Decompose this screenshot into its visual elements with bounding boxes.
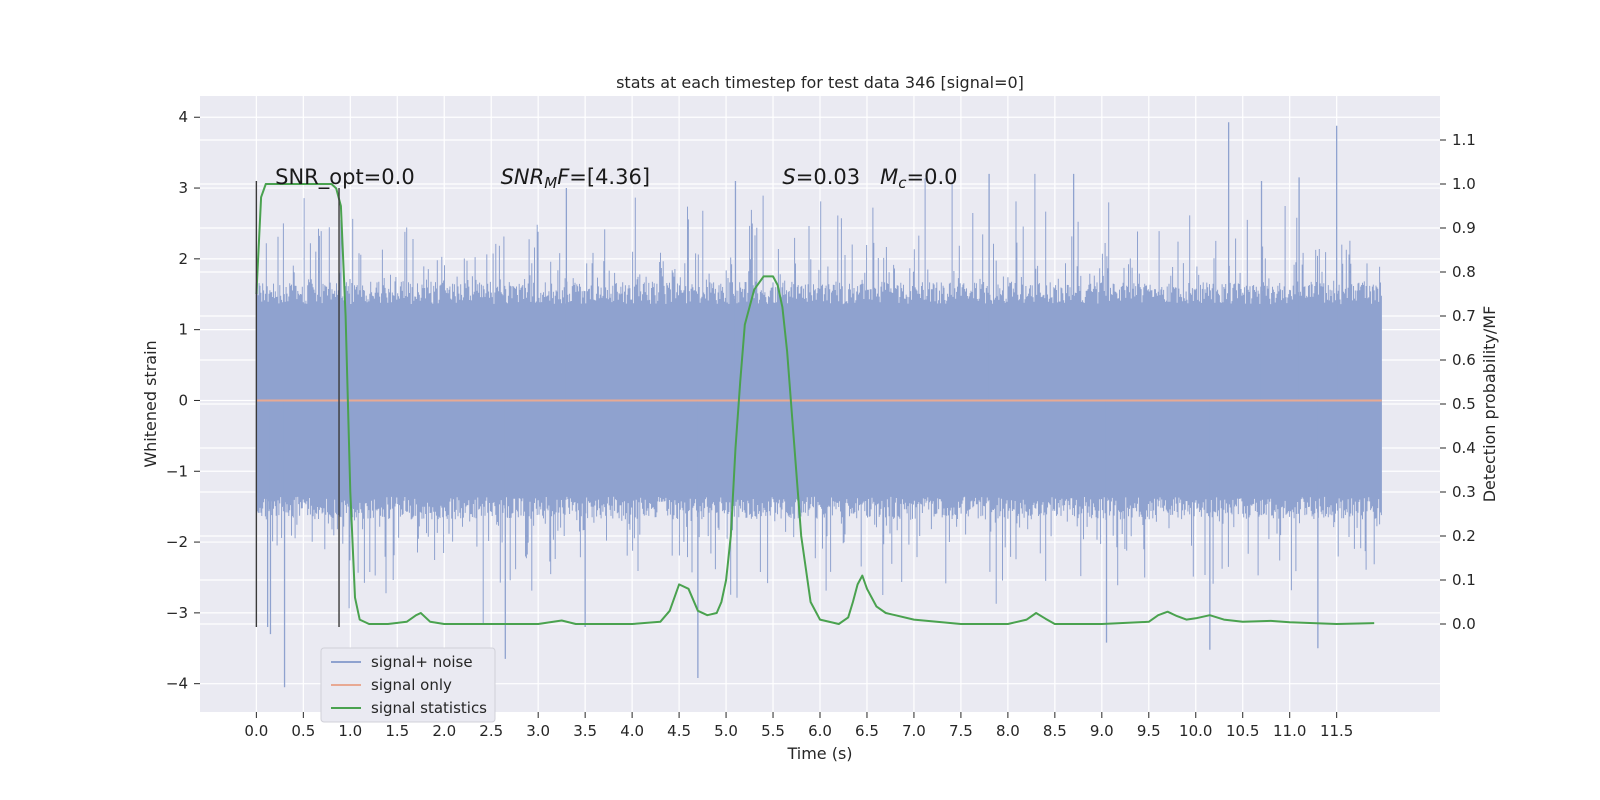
x-tick-label: 6.0 bbox=[808, 722, 832, 740]
x-tick-label: 10.5 bbox=[1226, 722, 1259, 740]
y-axis-right-label: Detection probability/MF bbox=[1480, 306, 1499, 503]
x-tick-label: 0.5 bbox=[291, 722, 315, 740]
y-right-tick-label: 0.2 bbox=[1452, 527, 1476, 545]
y-left-tick-label: 4 bbox=[178, 108, 188, 126]
y-left-tick-label: 2 bbox=[178, 250, 188, 268]
y-right-tick-label: 0.9 bbox=[1452, 219, 1476, 237]
x-tick-label: 3.0 bbox=[526, 722, 550, 740]
y-right-tick-label: 0.5 bbox=[1452, 395, 1476, 413]
x-tick-label: 11.5 bbox=[1320, 722, 1353, 740]
x-tick-label: 3.5 bbox=[573, 722, 597, 740]
annotation-s-mc: S=0.03 Mc=0.0 bbox=[782, 165, 957, 192]
y-right-tick-label: 0.4 bbox=[1452, 439, 1476, 457]
x-tick-label: 2.5 bbox=[479, 722, 503, 740]
y-left-tick-label: −1 bbox=[166, 462, 188, 480]
signal-statistics-line bbox=[255, 183, 1375, 625]
x-tick-label: 8.5 bbox=[1043, 722, 1067, 740]
y-left-tick-label: −2 bbox=[166, 533, 188, 551]
x-tick-label: 4.0 bbox=[620, 722, 644, 740]
legend-label-signal-noise: signal+ noise bbox=[371, 653, 473, 671]
x-tick-label: 1.0 bbox=[338, 722, 362, 740]
x-axis: 0.0 0.5 1.0 1.5 2.0 2.5 3.0 3.5 4.0 4.5 5.0 5.5 6.0 6… bbox=[244, 712, 1353, 740]
annotation-snr-mf: SNRMF=[4.36] bbox=[501, 165, 650, 192]
x-tick-label: 1.5 bbox=[385, 722, 409, 740]
x-tick-label: 10.0 bbox=[1179, 722, 1212, 740]
x-tick-label: 4.5 bbox=[667, 722, 691, 740]
y-left-tick-label: 0 bbox=[178, 391, 188, 409]
y-right-tick-label: 1.0 bbox=[1452, 175, 1476, 193]
chart-title: stats at each timestep for test data 346… bbox=[616, 73, 1024, 92]
x-tick-label: 7.5 bbox=[949, 722, 973, 740]
y-left-tick-label: −4 bbox=[166, 675, 188, 693]
x-tick-label: 0.0 bbox=[244, 722, 268, 740]
series-signal-noise bbox=[255, 122, 1382, 688]
y-axis-left: 4 3 2 1 0 −1 −2 −3 −4 bbox=[166, 108, 200, 693]
x-tick-label: 8.0 bbox=[996, 722, 1020, 740]
x-tick-label: 6.5 bbox=[855, 722, 879, 740]
y-left-tick-label: 3 bbox=[178, 179, 188, 197]
y-right-tick-label: 0.8 bbox=[1452, 263, 1476, 281]
x-tick-label: 2.0 bbox=[432, 722, 456, 740]
annotation-snr-opt: SNR_opt=0.0 bbox=[275, 165, 415, 190]
y-left-tick-label: −3 bbox=[166, 604, 188, 622]
y-axis-left-label: Whitened strain bbox=[141, 340, 160, 467]
x-tick-label: 7.0 bbox=[902, 722, 926, 740]
y-left-tick-label: 1 bbox=[178, 321, 188, 339]
legend-label-signal-only: signal only bbox=[371, 676, 452, 694]
y-right-tick-label: 0.1 bbox=[1452, 571, 1476, 589]
x-tick-label: 9.5 bbox=[1137, 722, 1161, 740]
vertical-markers bbox=[255, 180, 340, 628]
legend: signal+ noise signal only signal statist… bbox=[320, 647, 496, 723]
x-tick-label: 5.5 bbox=[761, 722, 785, 740]
legend-box bbox=[320, 647, 496, 723]
x-tick-label: 11.0 bbox=[1273, 722, 1306, 740]
y-right-tick-label: 0.7 bbox=[1452, 307, 1476, 325]
annotations: SNR_opt=0.0 SNRMF=[4.36] S=0.03 Mc=0.0 bbox=[275, 165, 957, 192]
y-right-tick-label: 1.1 bbox=[1452, 131, 1476, 149]
x-tick-label: 9.0 bbox=[1090, 722, 1114, 740]
legend-label-signal-statistics: signal statistics bbox=[371, 699, 487, 717]
y-right-tick-label: 0.0 bbox=[1452, 615, 1476, 633]
y-axis-right: 1.1 1.0 0.9 0.8 0.7 0.6 0.5 0.4 0.3 0.2 0.1 0.0 bbox=[1440, 131, 1476, 633]
y-right-tick-label: 0.6 bbox=[1452, 351, 1476, 369]
x-tick-label: 5.0 bbox=[714, 722, 738, 740]
series-lines bbox=[255, 183, 1382, 625]
x-axis-label: Time (s) bbox=[786, 744, 852, 763]
y-right-tick-label: 0.3 bbox=[1452, 483, 1476, 501]
